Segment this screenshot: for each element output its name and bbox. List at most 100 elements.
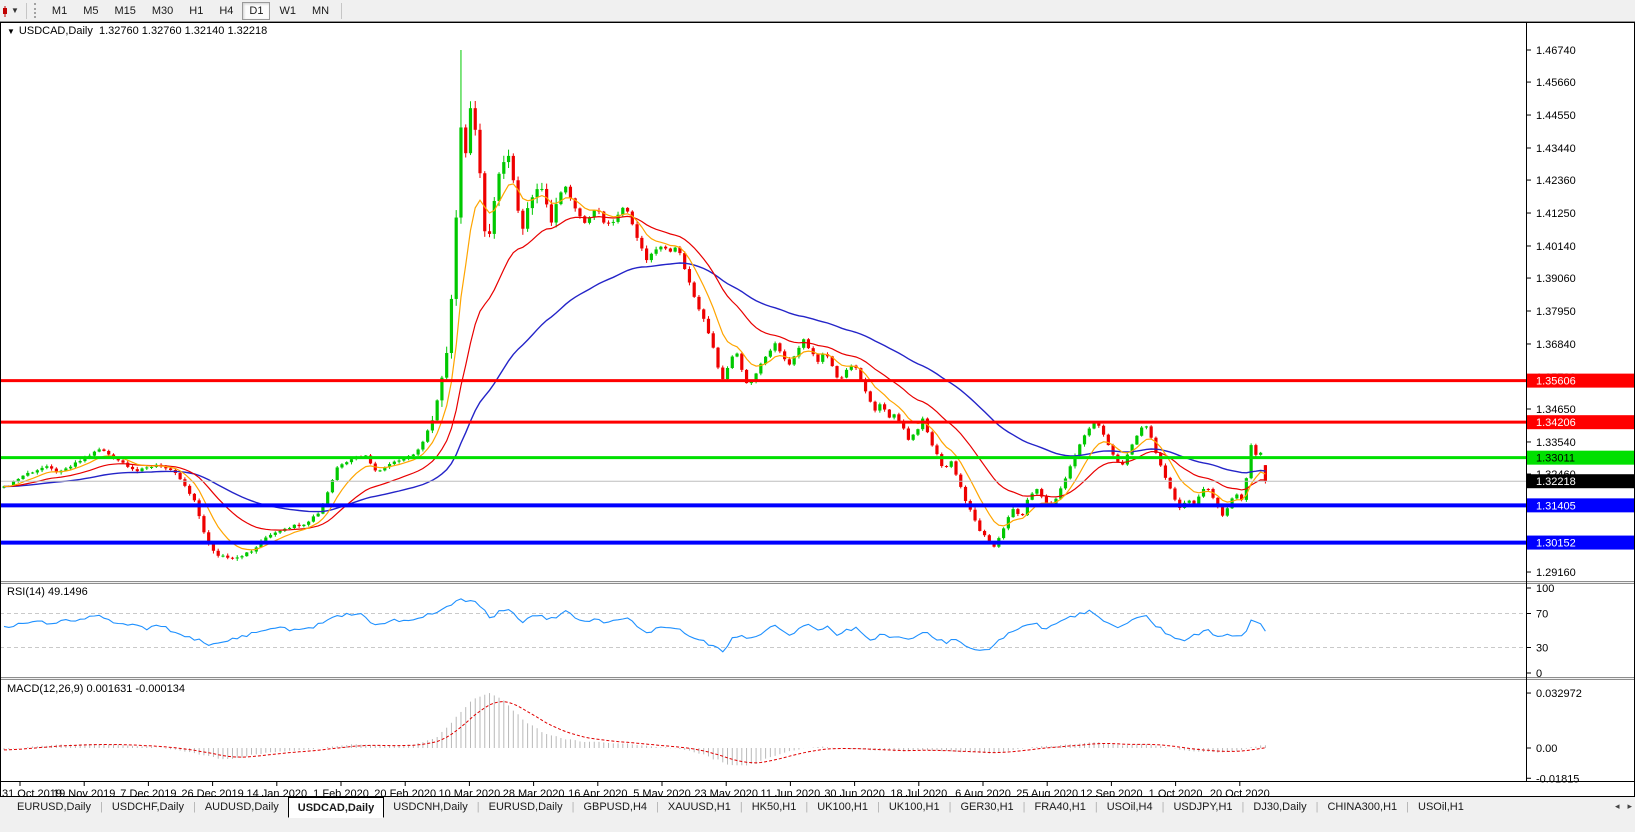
tab-scroll-left-icon[interactable]: ◂ [1614, 801, 1620, 811]
axis-tick-label: 1.45660 [1536, 77, 1576, 89]
date-tick-label: 12 Sep 2020 [1080, 788, 1142, 797]
chart-type-icon[interactable] [0, 4, 9, 18]
axis-tick-label: 1.40140 [1536, 241, 1576, 253]
tab-uk100-h1[interactable]: UK100,H1 [888, 801, 940, 813]
tab-separator: | [1315, 801, 1319, 813]
price-label-chip [1527, 373, 1635, 388]
axis-tick-label: 1.41250 [1536, 208, 1576, 220]
tab-separator: | [99, 801, 103, 813]
axis-tick-label: 1.46740 [1536, 45, 1576, 57]
tab-separator: | [1406, 801, 1410, 813]
chevron-down-icon[interactable]: ▼ [11, 6, 19, 15]
timeframe-button-m1[interactable]: M1 [51, 4, 68, 17]
tab-separator: | [876, 801, 880, 813]
tab-uk100-h1[interactable]: UK100,H1 [817, 801, 868, 813]
tab-china300-h1[interactable]: CHINA300,H1 [1327, 801, 1398, 813]
axis-tick-label: 0.00 [1536, 743, 1557, 755]
axis-tick-label: 1.34650 [1536, 404, 1576, 416]
price-pane-title-text: USDCAD,Daily 1.32760 1.32760 1.32140 1.3… [18, 25, 268, 37]
date-tick-label: 20 Feb 2020 [374, 788, 436, 797]
tab-separator: | [192, 801, 196, 813]
price-label-chip [1527, 450, 1635, 465]
pane-splitter[interactable] [0, 581, 1635, 584]
tab-fra40-h1[interactable]: FRA40,H1 [1034, 801, 1086, 813]
tab-separator: | [805, 801, 809, 813]
toolbar: ▼ M1 M5 M15 M30 H1 H4 D1 W1 MN [0, 0, 1635, 22]
date-tick-label: 20 Oct 2020 [1210, 788, 1270, 797]
axis-tick-label: 1.39060 [1536, 273, 1576, 285]
tab-eurusd-daily[interactable]: EURUSD,Daily [17, 801, 91, 813]
tab-xauusd-h1[interactable]: XAUUSD,H1 [667, 801, 731, 813]
timeframe-button-mn[interactable]: MN [311, 4, 330, 17]
pane-splitter[interactable] [0, 677, 1635, 680]
tab-hk50-h1[interactable]: HK50,H1 [751, 801, 797, 813]
date-tick-label: 1 Oct 2020 [1149, 788, 1203, 797]
axis-tick-label: 0.032972 [1536, 688, 1582, 700]
date-tick-label: 10 Mar 2020 [439, 788, 501, 797]
macd-pane-title: MACD(12,26,9) 0.001631 -0.000134 [7, 683, 185, 695]
tab-audusd-daily[interactable]: AUDUSD,Daily [204, 801, 279, 813]
rsi-pane[interactable] [0, 598, 1526, 653]
tab-scroll-buttons: ◂ ▸ [1615, 801, 1632, 812]
ma-line-fast [3, 183, 1266, 551]
tab-gbpusd-h4[interactable]: GBPUSD,H4 [583, 801, 648, 813]
tab-separator: | [476, 801, 480, 813]
axis-tick-label: -0.01815 [1536, 773, 1579, 785]
axis-tick-label: 1.43440 [1536, 143, 1576, 155]
timeframe-button-w1[interactable]: W1 [279, 4, 296, 17]
tab-usdcad-daily[interactable]: USDCAD,Daily [287, 797, 385, 818]
axis-tick-label: 30 [1536, 643, 1548, 655]
tab-usdchf-daily[interactable]: USDCHF,Daily [111, 801, 184, 813]
timeframe-button-m5[interactable]: M5 [83, 4, 99, 17]
macd-signal-line [3, 701, 1266, 764]
date-tick-label: 23 May 2020 [694, 788, 758, 797]
timeframe-button-d1[interactable]: D1 [242, 1, 271, 20]
tab-eurusd-daily[interactable]: EURUSD,Daily [488, 801, 563, 813]
tab-separator: | [1241, 801, 1245, 813]
timeframe-button-h1[interactable]: H1 [189, 4, 204, 17]
tab-usdjpy-h1[interactable]: USDJPY,H1 [1173, 801, 1233, 813]
chart-window-border [0, 22, 1635, 797]
date-tick-label: 19 Nov 2019 [53, 788, 115, 797]
macd-histogram [3, 693, 1266, 766]
tab-separator: | [571, 801, 575, 813]
timeframe-button-h4[interactable]: H4 [219, 4, 234, 17]
tab-ger30-h1[interactable]: GER30,H1 [960, 801, 1014, 813]
price-label-chip-text: 1.35606 [1536, 376, 1576, 388]
timeframe-button-m15[interactable]: M15 [114, 4, 136, 17]
candles-layer [2, 50, 1267, 561]
date-tick-label: 16 Apr 2020 [568, 788, 627, 797]
tab-separator: | [1161, 801, 1165, 813]
macd-pane[interactable] [3, 693, 1266, 766]
tab-scroll-right-icon[interactable]: ▸ [1627, 801, 1632, 811]
axis-tick-label: 100 [1536, 583, 1554, 595]
timeframe-button-m30[interactable]: M30 [151, 4, 174, 17]
tab-usoil-h1[interactable]: USOil,H1 [1418, 801, 1464, 813]
price-label-chip [1527, 498, 1635, 513]
date-tick-label: 31 Oct 2019 [2, 788, 62, 797]
date-tick-label: 5 May 2020 [633, 788, 690, 797]
tab-usoil-h4[interactable]: USOil,H4 [1106, 801, 1153, 813]
date-tick-label: 26 Dec 2019 [181, 788, 243, 797]
date-tick-label: 30 Jun 2020 [824, 788, 885, 797]
date-tick-label: 28 Mar 2020 [503, 788, 565, 797]
date-tick-label: 14 Jan 2020 [247, 788, 308, 797]
price-label-chip-text: 1.31405 [1536, 500, 1576, 512]
ma-line-slow [3, 262, 1266, 513]
date-tick-label: 18 Jul 2020 [890, 788, 947, 797]
tab-dj30-daily[interactable]: DJ30,Daily [1253, 801, 1307, 813]
axis-tick-label: 1.29160 [1536, 567, 1576, 579]
toolbar-grip-handle[interactable] [33, 3, 38, 18]
tab-usdcnh-daily[interactable]: USDCNH,Daily [393, 801, 468, 813]
date-tick-label: 6 Aug 2020 [955, 788, 1011, 797]
chart-tab-bar: EURUSD,Daily | USDCHF,Daily | AUDUSD,Daily US… [0, 797, 1635, 832]
tab-separator: | [948, 801, 952, 813]
chart-dropdown-icon[interactable]: ▼ [7, 27, 15, 36]
price-label-chip [1527, 474, 1635, 489]
rsi-line [3, 598, 1266, 653]
chart-canvas[interactable]: 1.46740 1.45660 1.44550 1.43440 1.42360 1.412… [0, 0, 1635, 797]
price-label-chip-text: 1.30152 [1536, 538, 1576, 550]
price-pane[interactable] [2, 50, 1267, 561]
price-label-chip [1527, 535, 1635, 550]
axis-tick-label: 0 [1536, 668, 1542, 680]
